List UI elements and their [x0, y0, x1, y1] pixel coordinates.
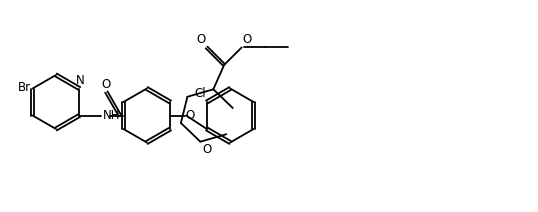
Text: O: O [243, 33, 252, 46]
Text: NH: NH [103, 109, 121, 122]
Text: O: O [186, 109, 195, 122]
Text: N: N [76, 74, 85, 87]
Text: Cl: Cl [194, 87, 206, 100]
Text: O: O [101, 78, 110, 91]
Text: Br: Br [18, 81, 31, 94]
Text: O: O [202, 143, 211, 156]
Text: O: O [196, 33, 206, 46]
